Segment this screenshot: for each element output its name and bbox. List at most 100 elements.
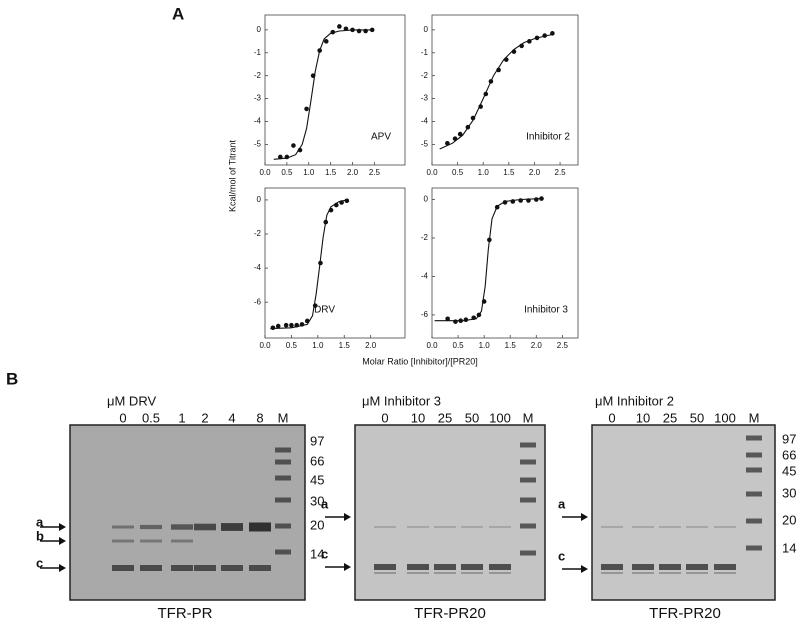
marker-band (746, 435, 762, 441)
marker-label: 14 (782, 540, 796, 555)
marker-band (520, 523, 536, 529)
protein-band (221, 523, 243, 531)
protein-band (434, 564, 456, 570)
marker-band (275, 459, 291, 465)
marker-label: 45 (782, 463, 796, 478)
protein-band (407, 572, 429, 574)
protein-band (171, 539, 193, 543)
x-tick-label: 0.5 (452, 168, 464, 177)
y-tick-label: -4 (421, 117, 429, 126)
band-label: a (36, 514, 44, 529)
y-axis-label: Kcal/mol of Titrant (227, 139, 237, 212)
fit-line (434, 198, 542, 322)
lane-label: 0 (381, 410, 388, 425)
protein-band (194, 523, 216, 531)
marker-label: 30 (782, 485, 796, 500)
x-tick-label: 0.5 (453, 341, 465, 350)
protein-band (407, 526, 429, 528)
band-label: a (321, 496, 329, 511)
lane-label: 0.5 (142, 410, 160, 425)
lane-label: M (278, 410, 289, 425)
x-tick-label: 0.0 (426, 168, 438, 177)
plot-frame (431, 14, 579, 166)
protein-band (489, 564, 511, 570)
lane-label: 25 (438, 410, 452, 425)
panel-label: A (172, 4, 184, 23)
marker-band (746, 452, 762, 458)
plot-frame (264, 14, 406, 166)
protein-band (221, 565, 243, 571)
marker-label: 66 (782, 447, 796, 462)
marker-band (520, 459, 536, 465)
x-tick-label: 0.0 (259, 168, 271, 177)
protein-band (112, 539, 134, 543)
lane-label: 0 (119, 410, 126, 425)
protein-band (249, 565, 271, 571)
arrow-head (59, 523, 66, 531)
y-tick-label: -5 (421, 139, 429, 148)
fit-line (270, 199, 348, 330)
x-tick-label: 2.0 (365, 341, 377, 350)
protein-band (601, 572, 623, 574)
lane-label: 10 (411, 410, 425, 425)
marker-band (520, 442, 536, 448)
x-tick-label: 1.5 (325, 168, 337, 177)
y-tick-label: -2 (421, 233, 429, 242)
marker-label: 97 (782, 431, 796, 446)
marker-band (746, 467, 762, 473)
x-tick-label: 0.5 (281, 168, 293, 177)
protein-band (659, 572, 681, 574)
lane-label: 100 (714, 410, 736, 425)
protein-band (461, 564, 483, 570)
band-label: c (558, 548, 565, 563)
marker-band (275, 497, 291, 503)
protein-band (714, 526, 736, 528)
x-tick-label: 1.0 (312, 341, 324, 350)
protein-band (601, 526, 623, 528)
lane-label: M (523, 410, 534, 425)
x-tick-label: 2.5 (557, 341, 569, 350)
marker-band (275, 447, 291, 453)
y-tick-label: -3 (421, 94, 429, 103)
arrow-head (344, 513, 351, 521)
band-label: b (36, 528, 44, 543)
x-tick-label: 2.5 (555, 168, 567, 177)
gel-image (69, 424, 306, 601)
lane-label: 8 (256, 410, 263, 425)
protein-band (714, 564, 736, 570)
x-tick-label: 2.0 (347, 168, 359, 177)
data-point (445, 316, 450, 322)
y-tick-label: -2 (254, 71, 262, 80)
x-axis-label: Molar Ratio [Inhibitor]/[PR20] (362, 356, 478, 366)
protein-band (374, 572, 396, 574)
protein-band (686, 564, 708, 570)
y-tick-label: -4 (254, 263, 262, 272)
marker-band (746, 518, 762, 524)
gel-caption: TFR-PR20 (414, 605, 486, 622)
x-tick-label: 0.5 (286, 341, 298, 350)
protein-band (140, 539, 162, 543)
plot-frame (264, 187, 406, 339)
y-tick-label: -3 (254, 94, 262, 103)
data-point (304, 106, 309, 112)
y-tick-label: -1 (254, 48, 262, 57)
protein-band (249, 522, 271, 532)
marker-band (275, 523, 291, 529)
protein-band (171, 565, 193, 571)
x-tick-label: 1.0 (479, 341, 491, 350)
marker-band (520, 477, 536, 483)
panel-annotation: Inhibitor 2 (526, 132, 570, 143)
y-tick-label: 0 (424, 25, 429, 34)
protein-band (434, 572, 456, 574)
lane-label: 1 (178, 410, 185, 425)
protein-band (434, 526, 456, 528)
protein-band (171, 524, 193, 530)
lane-label: 100 (489, 410, 511, 425)
fit-line (439, 33, 553, 150)
protein-band (686, 526, 708, 528)
arrow-head (581, 513, 588, 521)
protein-band (140, 565, 162, 571)
protein-band (632, 572, 654, 574)
lane-label: 50 (465, 410, 479, 425)
protein-band (489, 526, 511, 528)
